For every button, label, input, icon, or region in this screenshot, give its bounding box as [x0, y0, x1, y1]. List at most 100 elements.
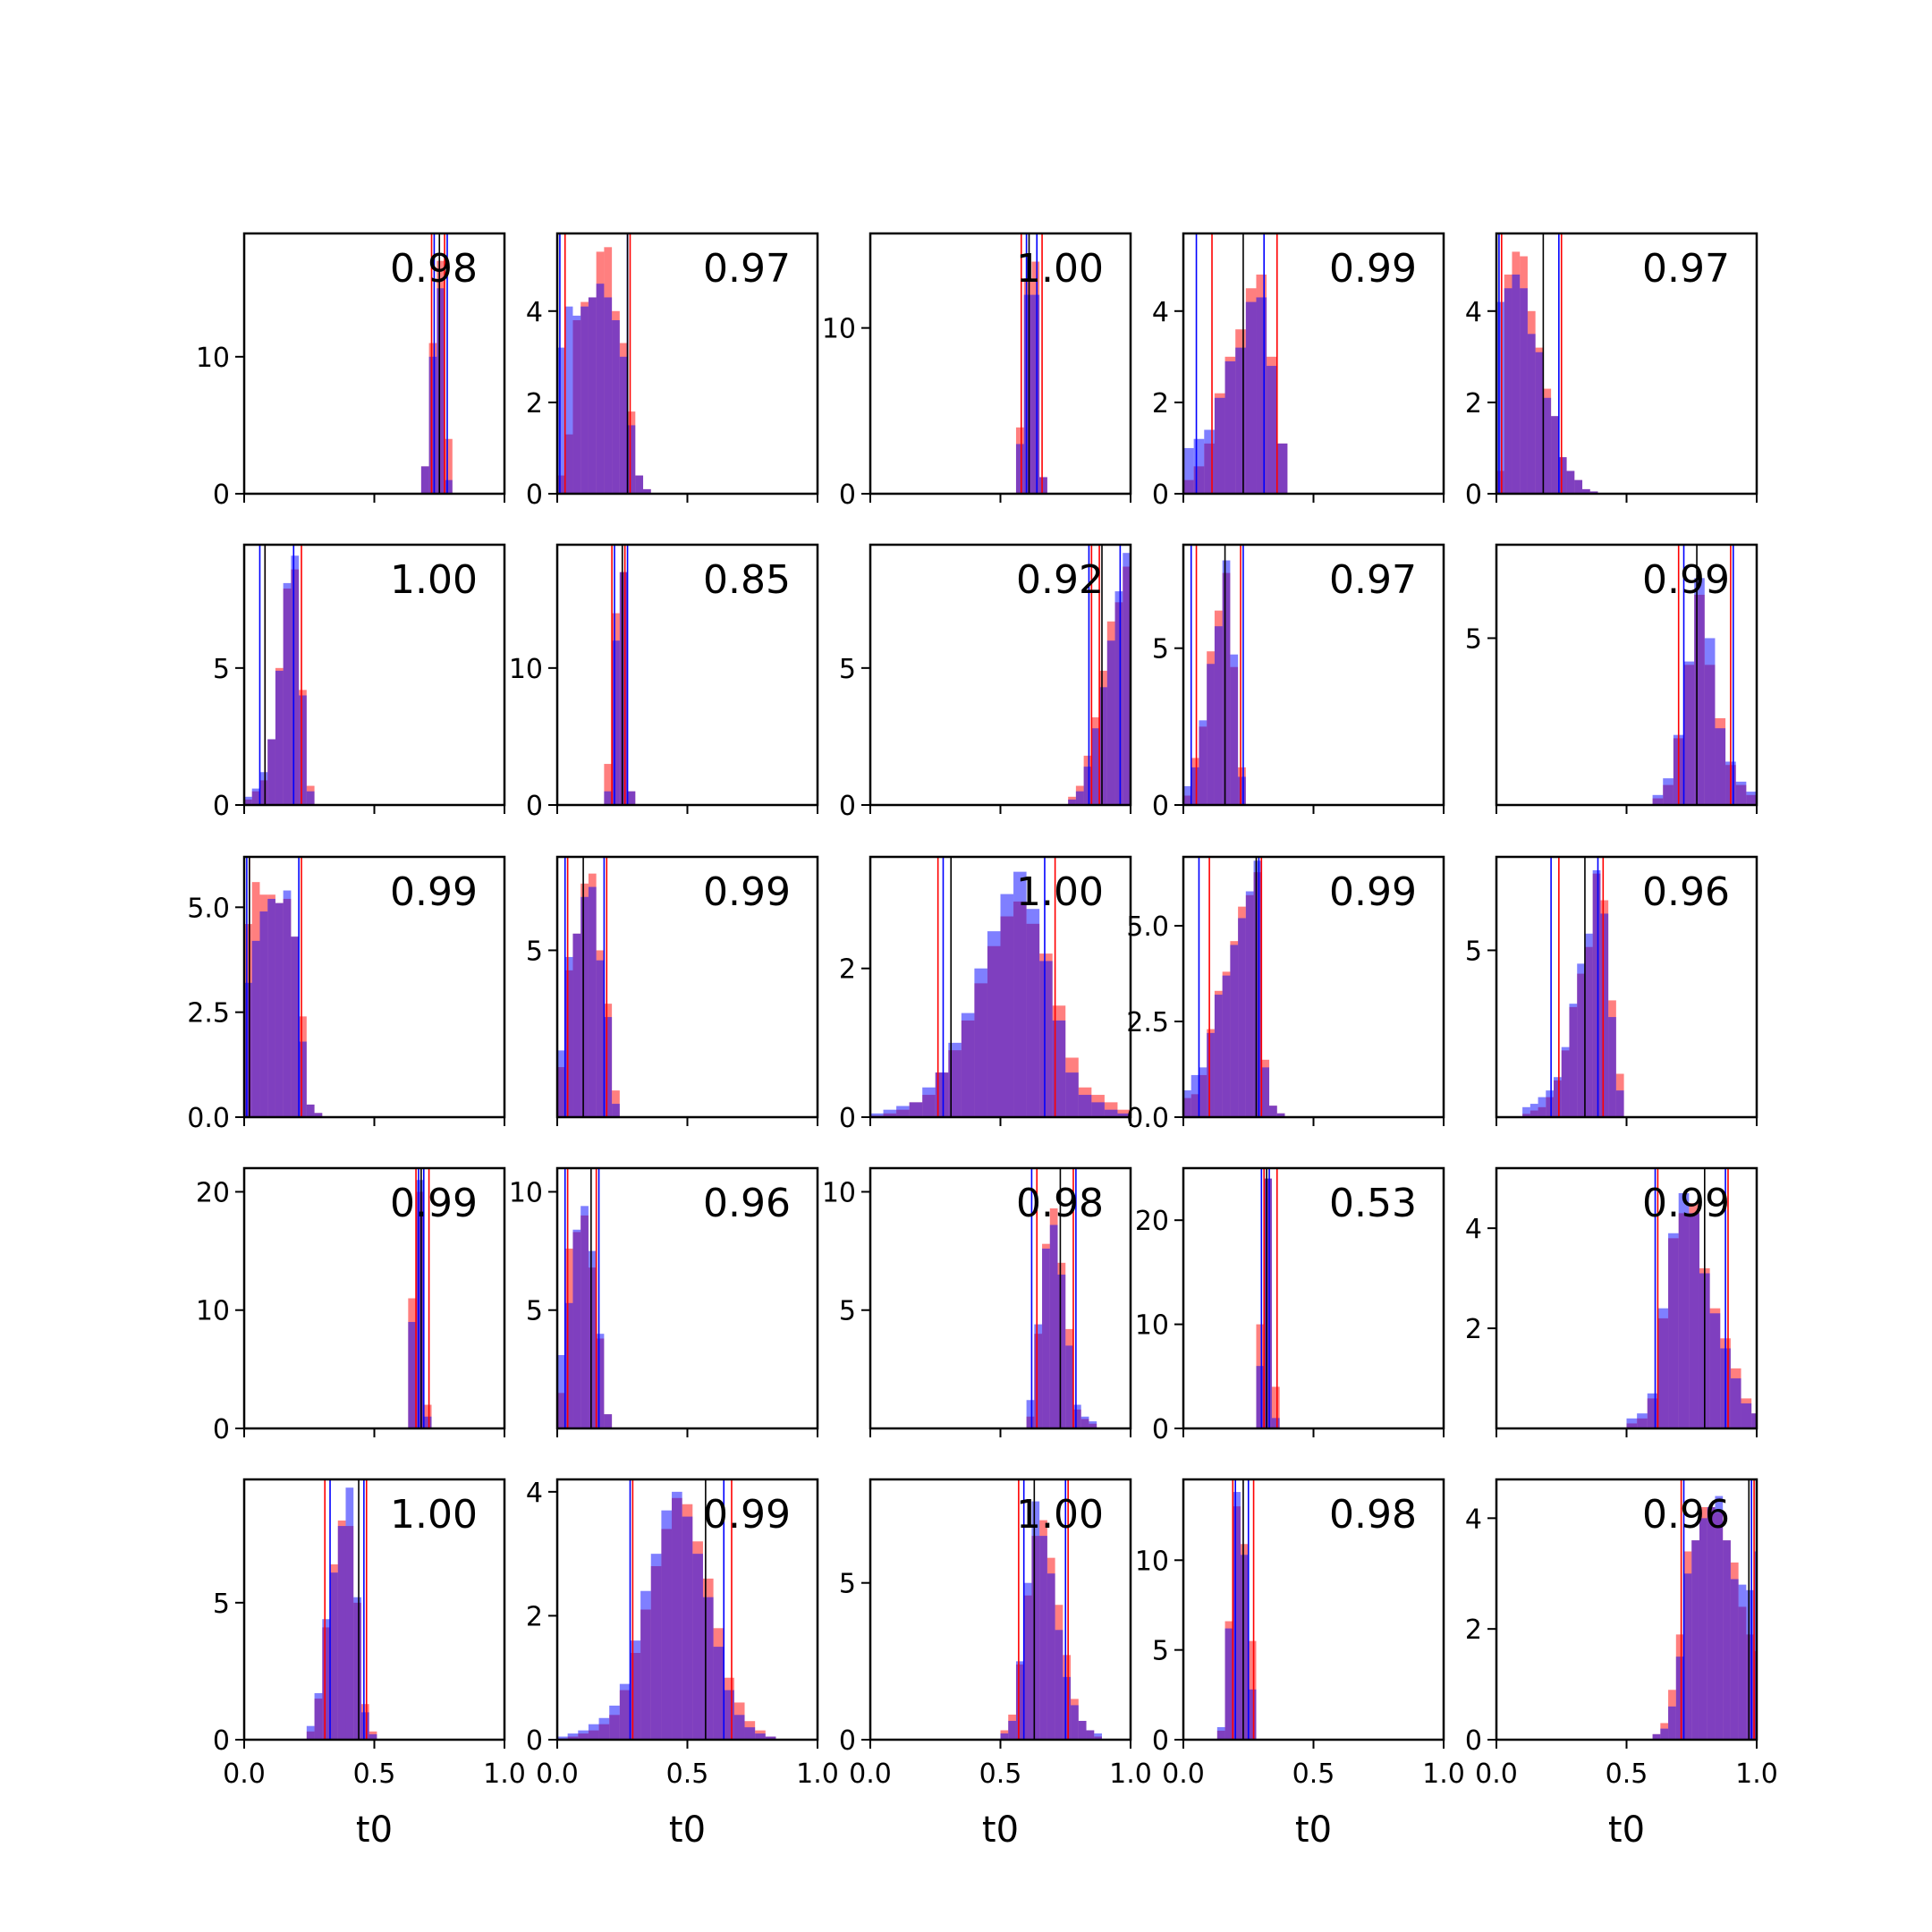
blue-histogram-bar [1689, 1213, 1699, 1428]
blue-histogram-bar [322, 1619, 331, 1740]
x-tick-label: 0.5 [1292, 1758, 1335, 1790]
blue-histogram-bar [1094, 1733, 1102, 1740]
x-axis-label: t0 [669, 1809, 706, 1851]
x-tick-label: 1.0 [1109, 1758, 1152, 1790]
blue-histogram-bar [1083, 767, 1092, 805]
blue-histogram-bar [1055, 1630, 1063, 1740]
blue-histogram-bar [635, 475, 644, 494]
x-tick-label: 0.0 [223, 1758, 266, 1790]
blue-histogram-bar [1582, 488, 1590, 494]
blue-histogram-bar [1253, 860, 1262, 1117]
blue-histogram-bar [1660, 1728, 1669, 1740]
subplot-annotation: 1.00 [390, 1492, 478, 1538]
blue-histogram-bar [1080, 1416, 1089, 1428]
blue-histogram-bar [360, 1712, 369, 1740]
blue-histogram-bar [1626, 1418, 1638, 1428]
blue-histogram-bar [1117, 1113, 1131, 1117]
plot-area [1216, 1479, 1257, 1740]
blue-histogram-bar [345, 1487, 354, 1740]
blue-histogram-bar [1652, 794, 1664, 805]
blue-histogram-bar [588, 1724, 599, 1740]
blue-histogram-bar [609, 1705, 620, 1740]
blue-histogram-bar [557, 1050, 565, 1117]
blue-histogram-bar [1057, 1275, 1066, 1428]
blue-histogram-bar [1561, 1046, 1570, 1117]
blue-histogram-bar [1678, 1192, 1690, 1428]
y-tick-label: 4 [1465, 1504, 1482, 1535]
blue-histogram-bar [1566, 470, 1575, 494]
blue-histogram-bar [1230, 945, 1239, 1117]
subplot-annotation: 0.53 [1329, 1181, 1417, 1226]
blue-histogram-bar [1031, 294, 1040, 494]
blue-histogram-bar [1543, 397, 1552, 494]
blue-histogram-bar [588, 297, 597, 494]
blue-histogram-bar [1530, 1104, 1538, 1117]
blue-histogram-bar [1551, 416, 1559, 494]
subplot-1-5: 0 2 4 0.97 [1465, 232, 1758, 511]
blue-histogram-bar [369, 1733, 377, 1740]
subplot-annotation: 0.92 [1016, 557, 1104, 603]
blue-histogram-bar [306, 1104, 315, 1117]
blue-histogram-bar [1046, 1573, 1055, 1740]
subplot-annotation: 1.00 [1016, 1492, 1104, 1538]
subplot-annotation: 0.97 [1329, 557, 1417, 603]
blue-histogram-bar [1269, 1106, 1277, 1117]
plot-area [1026, 1168, 1097, 1428]
subplot-1-4: 0 2 4 0.99 [1152, 232, 1445, 511]
blue-histogram-bar [1271, 1418, 1280, 1428]
blue-histogram-bar [1694, 578, 1705, 805]
blue-histogram-bar [1668, 1233, 1679, 1428]
blue-histogram-bar [1699, 1518, 1707, 1740]
blue-histogram-bar [596, 960, 605, 1117]
blue-histogram-bar [244, 796, 252, 805]
blue-histogram-bar [1527, 334, 1536, 494]
subplot-2-5: 50.99 [1465, 543, 1758, 814]
plot-area [420, 233, 453, 494]
plot-area [1183, 857, 1285, 1117]
blue-histogram-bar [598, 1717, 610, 1740]
blue-histogram-bar [1000, 1733, 1009, 1740]
subplot-4-5: 240.99 [1465, 1166, 1758, 1437]
blue-histogram-bar [1183, 785, 1191, 805]
blue-histogram-bar [755, 1733, 766, 1740]
blue-histogram-bar [259, 772, 268, 805]
y-tick-label: 10 [1135, 1310, 1169, 1342]
blue-histogram-bar [1042, 1248, 1050, 1428]
y-tick-label: 5 [839, 654, 856, 685]
blue-histogram-bar [1574, 479, 1583, 494]
blue-histogram-bar [306, 791, 315, 805]
blue-histogram-bar [1075, 791, 1084, 805]
subplot-4-2: 5 10 0.96 [509, 1166, 819, 1437]
y-tick-label: 0 [213, 479, 230, 511]
y-tick-label: 10 [196, 1296, 230, 1327]
subplot-4-1: 0 10 20 0.99 [196, 1166, 506, 1445]
blue-histogram-bar [1558, 457, 1567, 494]
y-tick-label: 10 [509, 1177, 543, 1208]
subplot-5-2: 0.0 0.5 1.0 0 2 4 0.99 t0 [526, 1478, 839, 1851]
x-tick-label: 0.5 [666, 1758, 709, 1790]
y-tick-label: 2 [1152, 388, 1169, 419]
blue-histogram-bar [1023, 1582, 1032, 1740]
blue-histogram-bar [870, 1113, 884, 1117]
y-tick-label: 5.0 [187, 893, 230, 924]
blue-histogram-bar [1535, 352, 1544, 494]
blue-histogram-bar [557, 1354, 565, 1428]
blue-histogram-bar [314, 1113, 323, 1117]
y-tick-label: 4 [1152, 297, 1169, 328]
blue-histogram-bar [1589, 491, 1598, 494]
subplot-annotation: 0.99 [1642, 1181, 1730, 1226]
x-tick-label: 0.5 [979, 1758, 1022, 1790]
y-tick-label: 0 [526, 479, 543, 511]
x-axis-label: t0 [356, 1809, 393, 1851]
blue-histogram-bar [612, 640, 620, 805]
y-tick-label: 5 [839, 1569, 856, 1600]
x-tick-label: 1.0 [796, 1758, 839, 1790]
subplot-annotation: 0.99 [390, 1181, 478, 1226]
blue-histogram-bar [1222, 560, 1231, 805]
blue-histogram-bar [1015, 1661, 1024, 1740]
y-tick-label: 20 [1135, 1206, 1169, 1237]
plot-area [244, 857, 323, 1117]
